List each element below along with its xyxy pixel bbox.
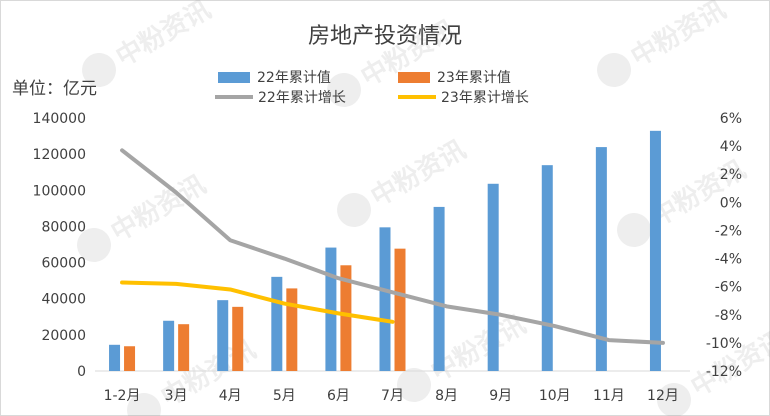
legend-swatch-23-value [398, 72, 430, 83]
x-tick-label: 7月 [381, 388, 404, 404]
bar-22-5 [379, 227, 391, 371]
left-tick-label: 80000 [41, 219, 86, 235]
left-tick-label: 20000 [41, 328, 86, 344]
left-tick-label: 120000 [33, 147, 86, 163]
left-tick-label: 60000 [41, 256, 86, 272]
watermark-logo-icon [617, 213, 652, 247]
right-tick-label: -12% [706, 364, 742, 380]
line-22-growth [120, 148, 665, 345]
left-tick-label: 40000 [41, 292, 86, 308]
x-tick-label: 11月 [593, 388, 625, 404]
watermark-logo-icon [77, 228, 112, 262]
x-tick-label: 1-2月 [104, 388, 141, 404]
chart-title: 房地产投资情况 [308, 24, 462, 49]
bar-23-2 [232, 306, 244, 371]
right-tick-label: -6% [715, 280, 742, 296]
right-tick-label: -4% [715, 252, 742, 268]
legend: 22年累计值 23年累计值 22年累计增长 23年累计增长 [215, 70, 529, 106]
watermark-2: 中粉资讯 [597, 0, 731, 87]
bar-22-8 [541, 165, 553, 371]
bar-22-3 [271, 276, 283, 371]
bar-23-0 [124, 346, 136, 371]
line-marks [120, 148, 665, 345]
right-tick-label: 6% [720, 111, 742, 127]
bar-22-2 [217, 300, 229, 371]
x-axis-categories: 1-2月 3月 4月 5月 6月 7月 8月 9月 10月 11月 12月 [104, 388, 679, 404]
watermark-4: 中粉资讯 [337, 135, 471, 227]
bar-22-1 [163, 320, 175, 371]
bar-22-0 [109, 344, 121, 371]
bar-22-10 [649, 130, 661, 371]
watermark-logo-icon [82, 53, 117, 87]
x-tick-label: 4月 [219, 388, 242, 404]
watermark-logo-icon [127, 393, 162, 416]
watermark-text: 中粉资讯 [366, 135, 471, 213]
left-tick-label: 140000 [33, 111, 86, 127]
watermark-logo-icon [597, 53, 632, 87]
watermark-logo-icon [397, 368, 432, 402]
x-tick-label: 10月 [539, 388, 571, 404]
bar-22-4 [325, 247, 337, 371]
x-tick-label: 9月 [489, 388, 512, 404]
right-tick-label: 4% [720, 139, 742, 155]
left-tick-label: 100000 [33, 183, 86, 199]
legend-label-23-value: 23年累计值 [437, 70, 511, 86]
line-23-growth [120, 280, 395, 324]
watermark-3: 中粉资讯 [77, 170, 211, 262]
legend-label-22-value: 22年累计值 [257, 70, 331, 86]
right-axis-ticks: 6% 4% 2% 0% -2% -4% -6% -8% -10% -12% [706, 111, 742, 380]
watermark-logo-icon [337, 193, 372, 227]
left-tick-label: 0 [77, 364, 86, 380]
bar-23-4 [340, 265, 352, 371]
legend-swatch-22-value [218, 72, 250, 83]
bar-22-6 [433, 206, 445, 371]
x-tick-label: 5月 [273, 388, 296, 404]
x-tick-label: 3月 [165, 388, 188, 404]
bar-22-7 [487, 183, 499, 371]
watermark-logo-icon [657, 383, 692, 416]
watermark-text: 中粉资讯 [626, 0, 731, 73]
bar-marks [109, 130, 661, 371]
right-tick-label: 0% [720, 195, 742, 211]
right-tick-label: -10% [706, 336, 742, 352]
right-tick-label: -8% [715, 308, 742, 324]
unit-label: 单位：亿元 [12, 79, 97, 99]
legend-label-22-growth: 22年累计增长 [258, 90, 346, 106]
left-axis-ticks: 0 20000 40000 60000 80000 100000 120000 140000 [33, 111, 86, 380]
x-tick-label: 12月 [647, 388, 679, 404]
right-tick-label: -2% [715, 223, 742, 239]
right-tick-label: 2% [720, 167, 742, 183]
watermark-text: 中粉资讯 [111, 0, 216, 73]
legend-label-23-growth: 23年累计增长 [441, 90, 529, 106]
x-tick-label: 6月 [327, 388, 350, 404]
watermark-logo-icon [327, 73, 362, 107]
bar-23-5 [394, 248, 406, 371]
bar-22-9 [595, 147, 607, 371]
bar-23-1 [178, 324, 190, 371]
x-tick-label: 8月 [435, 388, 458, 404]
bar-23-3 [286, 288, 298, 371]
